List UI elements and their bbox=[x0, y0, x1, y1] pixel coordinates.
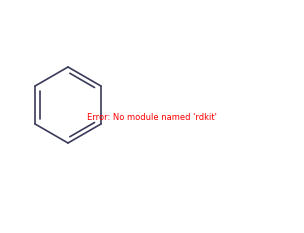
Text: Error: No module named 'rdkit': Error: No module named 'rdkit' bbox=[87, 113, 217, 121]
